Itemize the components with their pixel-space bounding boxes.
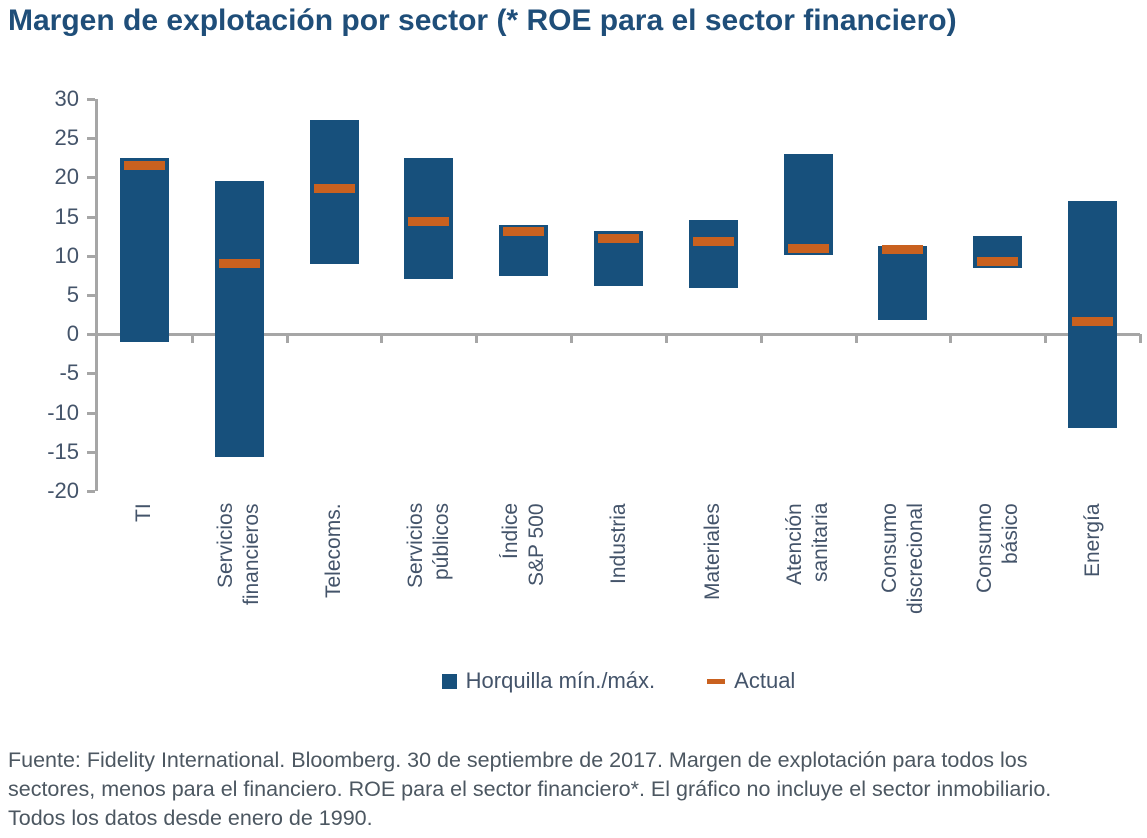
actual-marker [123, 161, 165, 171]
y-axis-tick-label: -5 [59, 360, 79, 386]
x-axis-label: Industria [606, 503, 630, 584]
x-axis-label: Consumo básico [972, 503, 1022, 593]
actual-marker [977, 256, 1019, 266]
x-axis-tick [949, 334, 953, 344]
y-axis-tick [87, 294, 95, 297]
x-axis-tick [380, 334, 384, 344]
chart-legend: Horquilla mín./máx. Actual [97, 664, 1140, 698]
x-axis-tick [759, 334, 763, 344]
legend-actual-swatch-icon [707, 678, 726, 684]
range-bar [214, 180, 264, 458]
x-axis-tick [1139, 334, 1142, 344]
legend-item-range: Horquilla mín./máx. [441, 668, 656, 694]
x-axis-label: Servicios financieros [214, 503, 264, 605]
y-axis-tick [87, 333, 95, 337]
y-axis-tick [87, 490, 95, 493]
legend-range-label: Horquilla mín./máx. [465, 668, 656, 693]
x-axis-label: Energía [1080, 503, 1104, 577]
actual-marker [882, 245, 924, 255]
legend-item-actual: Actual [707, 668, 795, 694]
y-axis-tick [87, 411, 95, 415]
x-axis-label: TI [132, 503, 156, 522]
x-axis-label: Consumo discrecional [877, 503, 927, 614]
y-axis-tick [87, 254, 95, 258]
actual-marker [787, 244, 829, 254]
y-axis-tick [87, 98, 95, 101]
x-axis-tick [1044, 334, 1048, 344]
source-note: Fuente: Fidelity International. Bloomber… [8, 748, 1052, 830]
zero-axis-line [95, 333, 1140, 337]
y-axis-tick [87, 215, 95, 219]
actual-marker [218, 259, 260, 269]
range-bar [688, 219, 738, 288]
x-axis-tick [854, 334, 858, 344]
x-axis-tick [664, 334, 668, 344]
actual-marker [313, 183, 355, 193]
range-bar [783, 153, 833, 255]
actual-marker [692, 237, 734, 247]
y-axis-tick-label: -10 [47, 399, 79, 425]
y-axis-tick-label: -15 [47, 438, 79, 464]
y-axis-tick-label: 5 [66, 282, 79, 307]
range-bar [1068, 200, 1118, 429]
legend-range-swatch-icon [441, 673, 457, 689]
legend-actual-label: Actual [734, 668, 796, 693]
y-axis-tick-label: 25 [54, 125, 79, 151]
x-axis-tick [475, 334, 479, 344]
x-axis-label: Atención sanitaria [783, 503, 833, 585]
actual-marker [408, 216, 450, 226]
x-axis-tick [190, 334, 194, 344]
x-axis-label: Índice S&P 500 [498, 503, 548, 586]
y-axis-tick [87, 372, 95, 376]
y-axis-tick-label: 30 [54, 86, 79, 111]
y-axis-tick [87, 176, 95, 180]
x-axis-label: Servicios públicos [403, 503, 453, 589]
actual-marker [503, 226, 545, 236]
y-axis-tick [87, 450, 95, 454]
range-bar [878, 246, 928, 321]
actual-marker [1072, 317, 1114, 327]
x-axis-tick [570, 334, 574, 344]
y-axis-tick-label: 0 [66, 321, 79, 347]
chart-title: Margen de explotación por sector (* ROE … [8, 4, 957, 37]
range-bar [119, 157, 169, 343]
y-axis-tick [87, 137, 95, 141]
y-axis-tick-label: 10 [54, 242, 79, 268]
y-axis-tick-label: 15 [54, 203, 79, 229]
x-axis-label: Materiales [701, 503, 725, 600]
x-axis-tick [285, 334, 289, 344]
actual-marker [598, 234, 639, 244]
y-axis-line [95, 99, 98, 491]
x-axis-label: Telecoms. [322, 503, 346, 598]
y-axis-tick-label: 20 [54, 164, 79, 190]
y-axis-tick-label: -20 [47, 478, 79, 503]
